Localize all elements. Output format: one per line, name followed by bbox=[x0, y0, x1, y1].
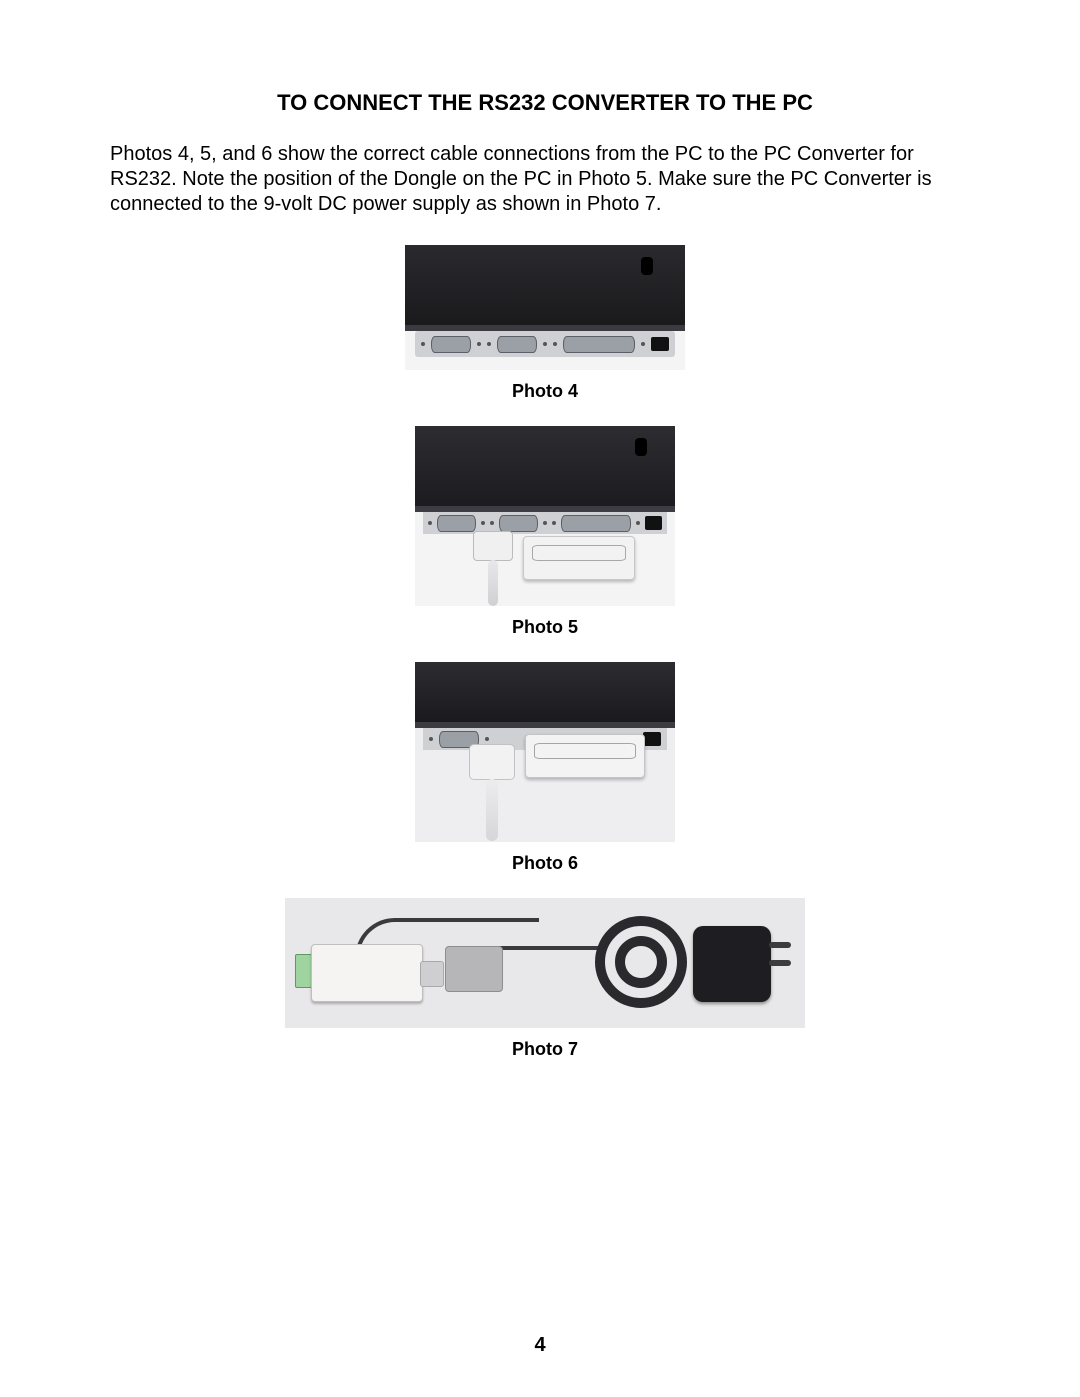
photo7-caption: Photo 7 bbox=[110, 1039, 980, 1060]
photo5-caption: Photo 5 bbox=[110, 617, 980, 638]
figure-photo5: Photo 5 bbox=[110, 426, 980, 638]
body-paragraph: Photos 4, 5, and 6 show the correct cabl… bbox=[110, 142, 980, 217]
photo4-caption: Photo 4 bbox=[110, 381, 980, 402]
photo6-image bbox=[415, 662, 675, 842]
photo7-image bbox=[285, 898, 805, 1028]
figure-photo4: Photo 4 bbox=[110, 245, 980, 402]
photo4-image bbox=[405, 245, 685, 370]
document-page: TO CONNECT THE RS232 CONVERTER TO THE PC… bbox=[0, 0, 1080, 1397]
photo5-image bbox=[415, 426, 675, 606]
page-number: 4 bbox=[0, 1334, 1080, 1357]
figure-photo7: Photo 7 bbox=[110, 898, 980, 1060]
figure-photo6: Photo 6 bbox=[110, 662, 980, 874]
photo6-caption: Photo 6 bbox=[110, 853, 980, 874]
section-title: TO CONNECT THE RS232 CONVERTER TO THE PC bbox=[110, 90, 980, 116]
